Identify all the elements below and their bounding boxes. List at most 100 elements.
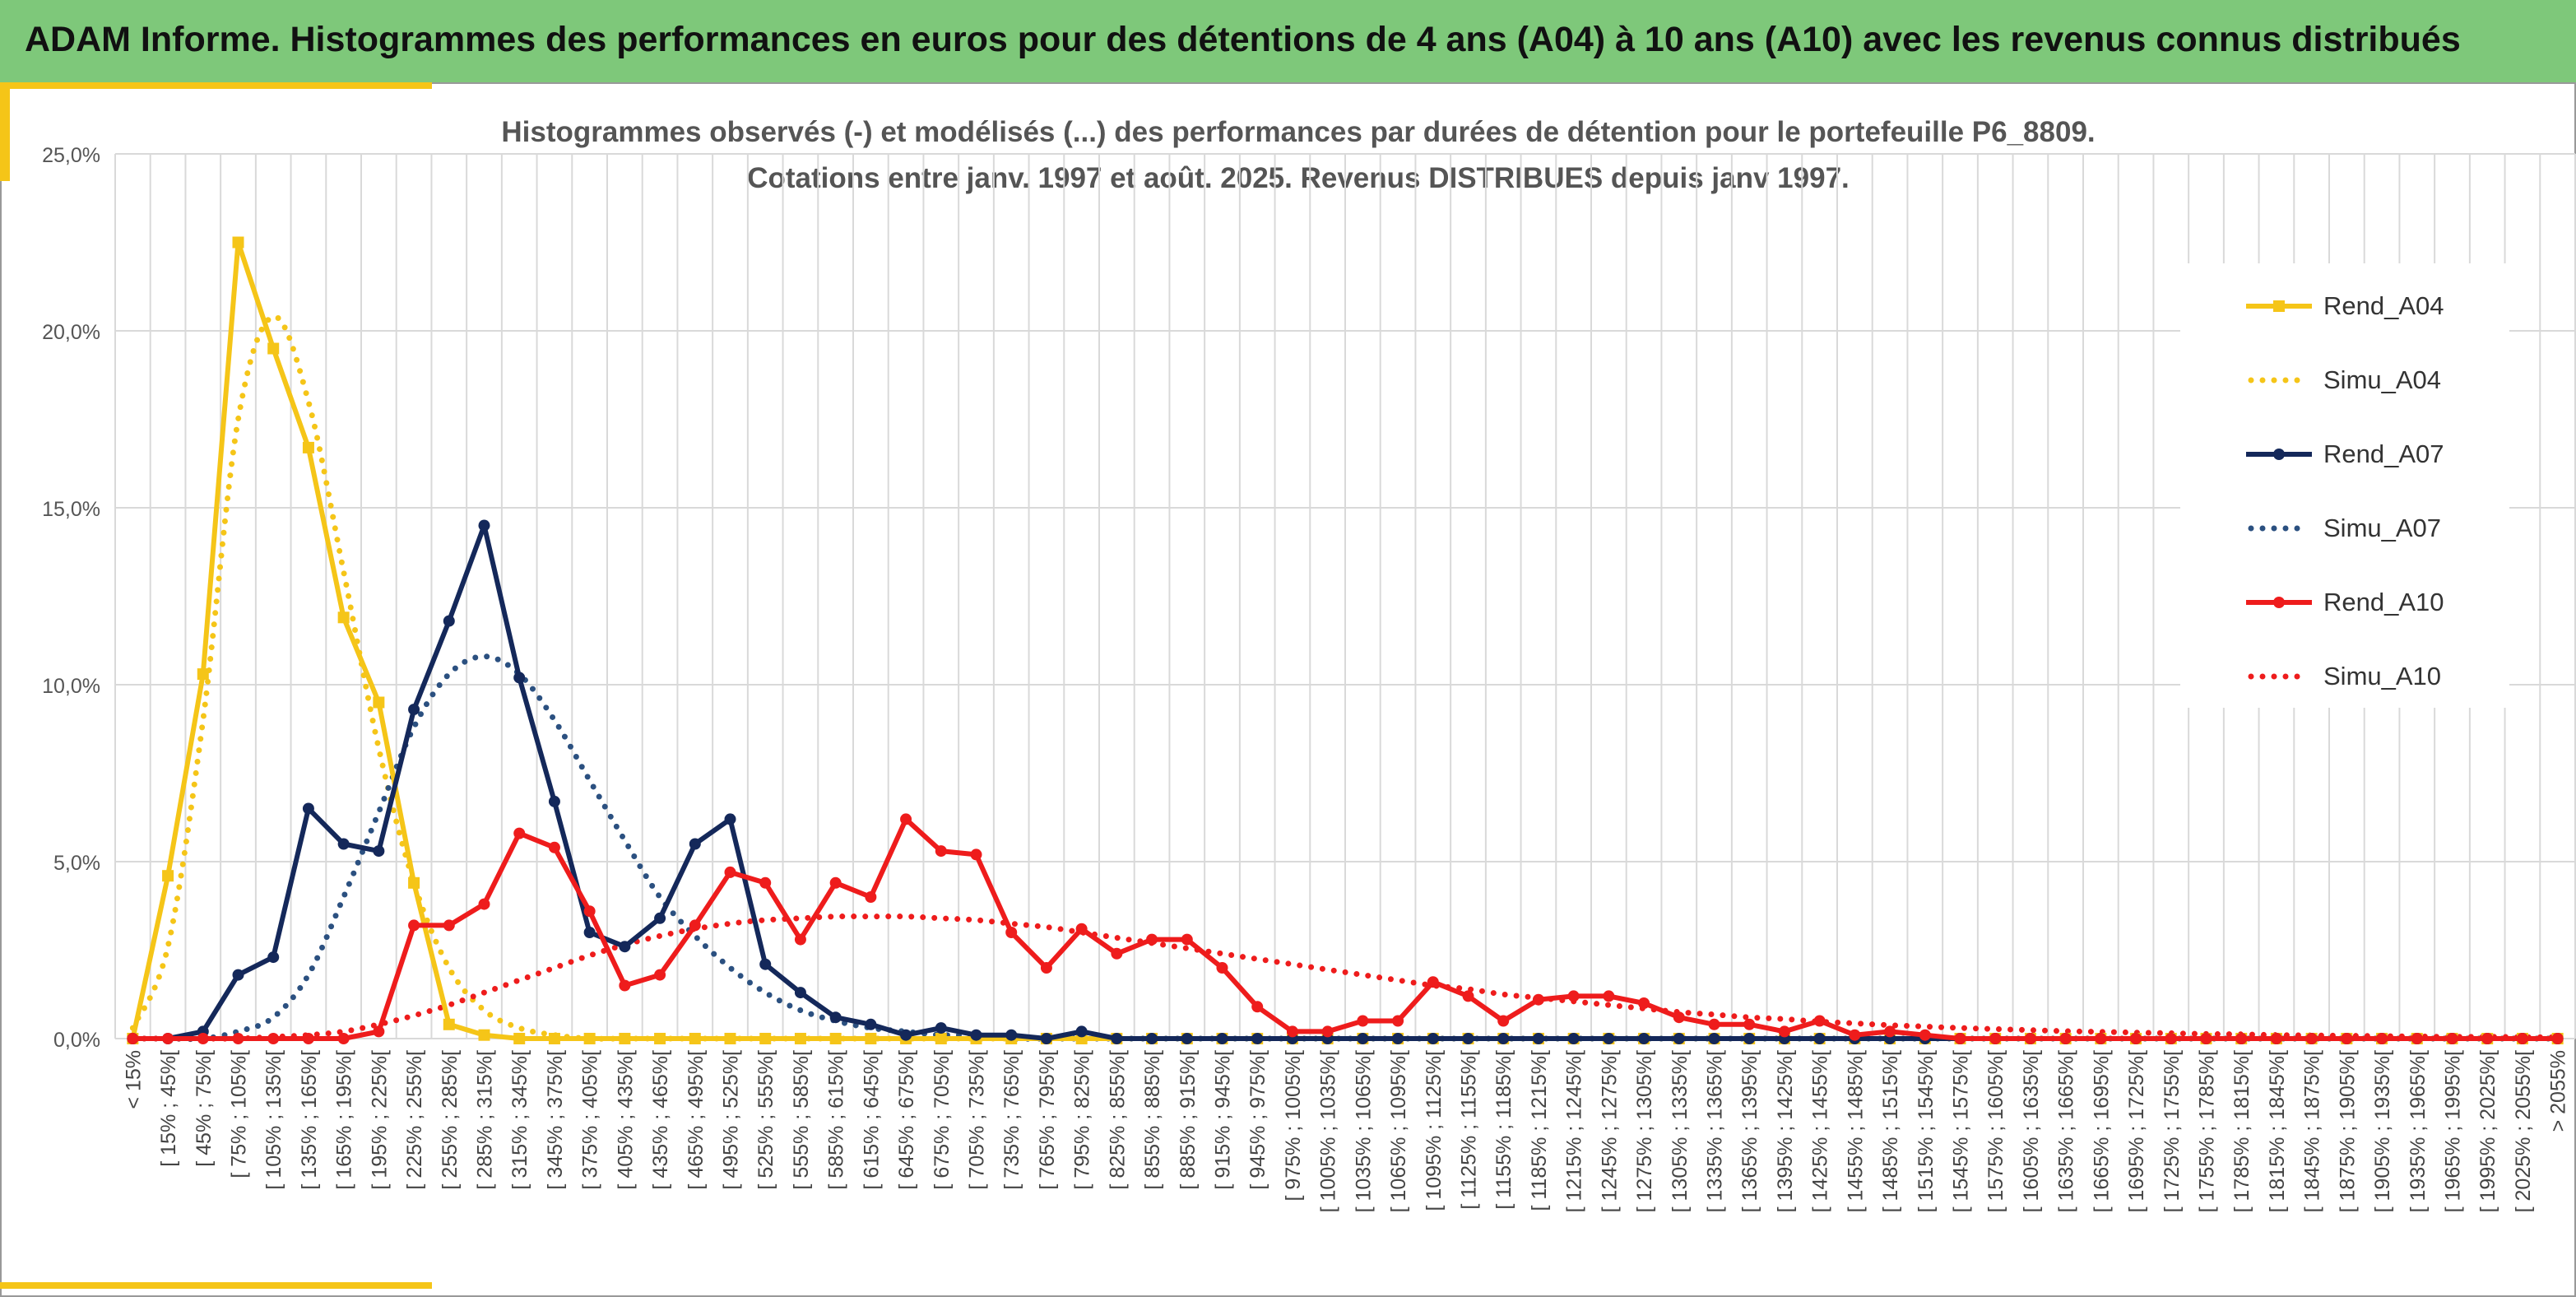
data-point-rend-a10	[1778, 1025, 1790, 1038]
data-point-rend-a04	[865, 1033, 877, 1044]
data-point-rend-a10	[1673, 1011, 1685, 1024]
legend-swatch-rend-a04	[2246, 300, 2312, 312]
data-point-rend-a04	[373, 696, 385, 709]
x-tick-label: [ 1425% ; 1455%[	[1809, 1050, 1832, 1212]
x-tick-label: [ 1455% ; 1485%[	[1844, 1050, 1867, 1212]
data-point-rend-a10	[548, 841, 560, 853]
data-point-rend-a10	[513, 827, 526, 839]
x-tick-label: [ 1035% ; 1065%[	[1352, 1050, 1375, 1212]
data-point-rend-a10	[724, 866, 736, 878]
x-tick-label: [ 675% ; 705%[	[931, 1050, 954, 1190]
data-point-rend-a10	[2551, 1033, 2564, 1044]
x-tick-label: [ 15% ; 45%[	[157, 1050, 180, 1167]
data-point-rend-a10	[1251, 1001, 1264, 1013]
x-tick-label: [ 465% ; 495%[	[685, 1050, 708, 1190]
data-point-rend-a04	[267, 342, 280, 355]
data-point-rend-a04	[794, 1033, 806, 1044]
x-tick-label: [ 945% ; 975%[	[1246, 1050, 1269, 1190]
legend-item-rend-a10: Rend_A10	[2246, 586, 2444, 619]
x-tick-label: [ 975% ; 1005%[	[1282, 1050, 1305, 1202]
x-tick-label: [ 1185% ; 1215%[	[1528, 1050, 1551, 1211]
data-point-rend-a07	[1462, 1033, 1474, 1044]
y-tick-label: 10,0%	[42, 675, 100, 698]
data-point-rend-a10	[302, 1033, 314, 1044]
x-tick-label: [ 435% ; 465%[	[649, 1050, 672, 1190]
data-point-rend-a07	[1708, 1033, 1720, 1044]
x-tick-label: [ 735% ; 765%[	[1000, 1050, 1023, 1190]
y-tick-label: 15,0%	[42, 498, 100, 521]
data-point-rend-a10	[162, 1033, 174, 1044]
x-tick-label: [ 1845% ; 1875%[	[2301, 1050, 2324, 1212]
y-tick-label: 5,0%	[53, 852, 100, 875]
x-tick-label: [ 555% ; 585%[	[790, 1050, 813, 1190]
x-tick-label: [ 915% ; 945%[	[1212, 1050, 1235, 1190]
x-tick-label: > 2055%	[2547, 1050, 2570, 1132]
x-tick-label: [ 255% ; 285%[	[439, 1050, 462, 1190]
data-point-rend-a10	[1321, 1025, 1334, 1038]
legend-label: Rend_A07	[2323, 439, 2444, 468]
data-point-rend-a07	[619, 941, 631, 953]
x-tick-label: [ 1095% ; 1125%[	[1423, 1050, 1446, 1211]
data-point-rend-a10	[1567, 990, 1580, 1002]
x-tick-label: [ 225% ; 255%[	[403, 1050, 426, 1190]
data-point-rend-a07	[1357, 1033, 1369, 1044]
x-tick-label: [ 105% ; 135%[	[262, 1050, 285, 1190]
data-point-rend-a07	[1743, 1033, 1756, 1044]
data-point-rend-a10	[1603, 990, 1615, 1002]
x-tick-label: [ 1005% ; 1035%[	[1317, 1050, 1340, 1212]
data-point-rend-a10	[1146, 933, 1158, 946]
data-point-rend-a10	[1357, 1015, 1369, 1027]
x-tick-label: [ 45% ; 75%[	[193, 1050, 216, 1167]
x-tick-label: [ 165% ; 195%[	[333, 1050, 356, 1190]
data-point-rend-a10	[232, 1033, 244, 1044]
x-tick-label: [ 585% ; 615%[	[825, 1050, 848, 1190]
data-point-rend-a10	[1005, 927, 1018, 938]
data-point-rend-a10	[1813, 1015, 1826, 1027]
y-axis: 0,0% 5,0% 10,0% 15,0% 20,0% 25,0%	[42, 144, 100, 1052]
data-point-rend-a10	[337, 1033, 350, 1044]
data-point-rend-a10	[267, 1033, 280, 1044]
legend-label: Rend_A04	[2323, 291, 2444, 320]
legend-item-rend-a07: Rend_A07	[2246, 438, 2444, 471]
series-lines	[127, 236, 2564, 1044]
data-point-rend-a10	[1743, 1018, 1756, 1030]
data-point-rend-a10	[2516, 1033, 2528, 1044]
accent-bar-top	[0, 82, 432, 89]
data-point-rend-a07	[794, 987, 806, 999]
x-tick-label: [ 1125% ; 1155%[	[1458, 1050, 1481, 1210]
x-tick-label: [ 1215% ; 1245%[	[1563, 1050, 1586, 1212]
data-point-rend-a10	[2095, 1033, 2107, 1044]
data-point-rend-a07	[865, 1018, 877, 1030]
data-point-rend-a04	[583, 1033, 596, 1044]
data-point-rend-a10	[1462, 990, 1474, 1002]
data-point-rend-a07	[337, 838, 350, 850]
chart-subtitle: Cotations entre janv. 1997 et août. 2025…	[747, 162, 1850, 194]
data-point-rend-a07	[548, 795, 560, 807]
x-tick-label: [ 1275% ; 1305%[	[1633, 1050, 1656, 1212]
data-point-rend-a07	[1075, 1025, 1088, 1038]
data-point-rend-a04	[935, 1033, 947, 1044]
x-tick-label: [ 405% ; 435%[	[614, 1050, 637, 1190]
data-point-rend-a07	[970, 1029, 982, 1041]
legend-swatch-simu-a07	[2248, 525, 2312, 532]
data-point-rend-a07	[373, 845, 385, 858]
legend-swatch-simu-a04	[2248, 377, 2312, 384]
x-tick-label: [ 795% ; 825%[	[1071, 1050, 1094, 1190]
accent-bar-bottom	[0, 1282, 432, 1289]
data-point-rend-a04	[548, 1033, 560, 1044]
x-tick-label: < 15%	[122, 1050, 145, 1109]
legend-swatch-simu-a10	[2248, 673, 2312, 680]
x-tick-label: [ 2025% ; 2055%[	[2512, 1050, 2535, 1212]
data-point-rend-a10	[2446, 1033, 2458, 1044]
data-point-rend-a07	[654, 912, 666, 924]
x-tick-label: [ 765% ; 795%[	[1036, 1050, 1059, 1190]
data-point-rend-a07	[1111, 1033, 1123, 1044]
data-point-rend-a04	[232, 236, 244, 249]
data-point-rend-a04	[162, 870, 174, 882]
data-point-rend-a10	[1954, 1033, 1966, 1044]
data-point-rend-a07	[1005, 1029, 1018, 1041]
x-tick-label: [ 1635% ; 1665%[	[2055, 1050, 2078, 1212]
data-point-rend-a07	[724, 813, 736, 825]
data-point-rend-a07	[1392, 1033, 1404, 1044]
